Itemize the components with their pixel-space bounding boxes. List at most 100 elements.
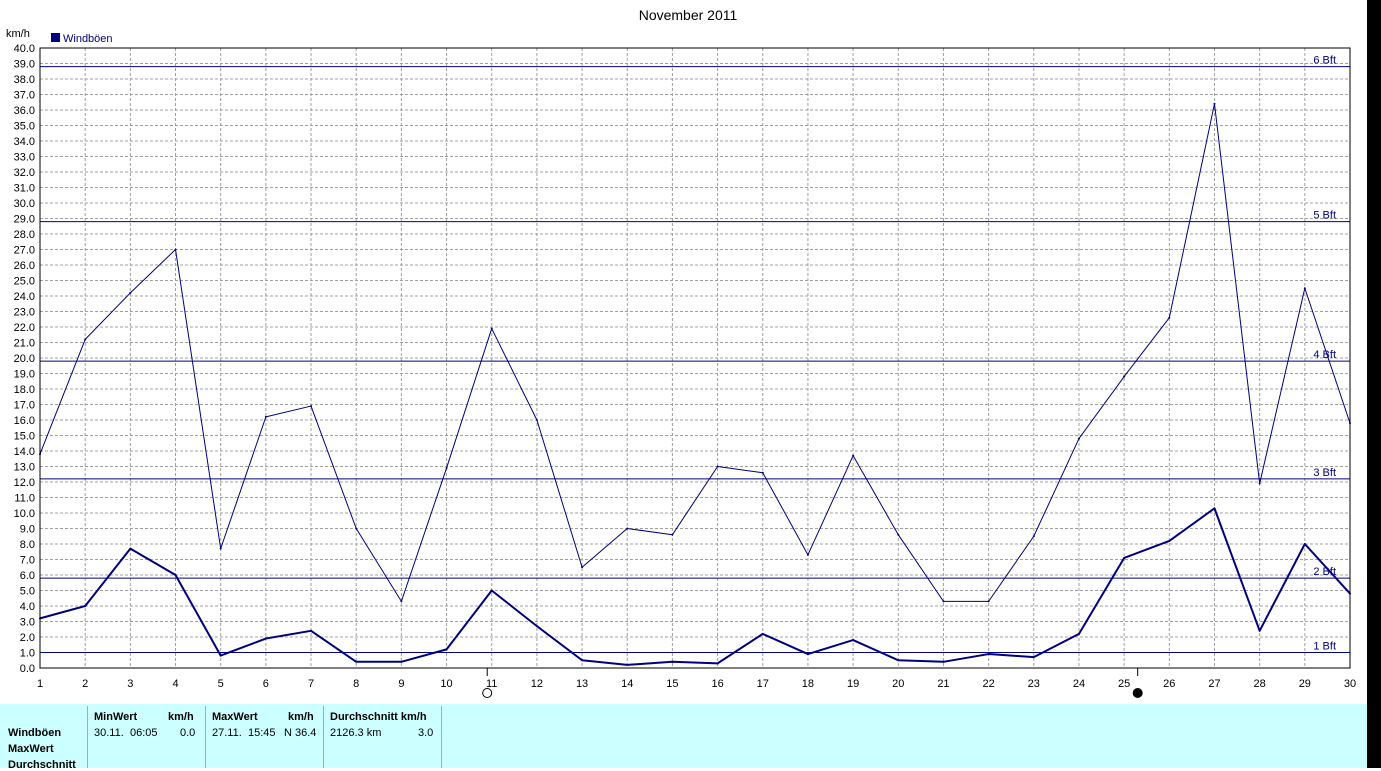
row-label-durchschnitt: Durchschnitt bbox=[8, 759, 76, 771]
y-tick-label: 27.0 bbox=[14, 245, 35, 257]
data-point bbox=[671, 533, 674, 536]
stats-row-labels: Windböen MaxWert Durchschnitt bbox=[0, 704, 86, 771]
y-tick-label: 7.0 bbox=[20, 555, 35, 567]
beaufort-label: 5 Bft bbox=[1313, 210, 1336, 222]
data-point bbox=[445, 648, 448, 651]
x-tick-label: 4 bbox=[172, 678, 178, 690]
x-tick-label: 30 bbox=[1344, 678, 1356, 690]
series-line-windboeen bbox=[39, 103, 1351, 602]
x-tick-label: 11 bbox=[486, 678, 497, 690]
avg-header: Durchschnitt km/h bbox=[330, 711, 427, 723]
x-tick-label: 29 bbox=[1299, 678, 1311, 690]
data-point bbox=[1213, 102, 1216, 105]
data-point bbox=[626, 527, 629, 530]
data-point bbox=[761, 471, 764, 474]
y-tick-label: 5.0 bbox=[20, 586, 35, 598]
x-tick-label: 16 bbox=[711, 678, 723, 690]
min-time: 06:05 bbox=[130, 727, 158, 739]
x-tick-label: 3 bbox=[127, 678, 133, 690]
data-point bbox=[445, 467, 448, 470]
data-point bbox=[264, 637, 267, 640]
y-tick-label: 21.0 bbox=[14, 338, 35, 350]
data-point bbox=[310, 405, 313, 408]
y-tick-label: 30.0 bbox=[14, 198, 35, 210]
stats-avg-block: Durchschnitt km/h 2126.3 km 3.0 bbox=[324, 704, 441, 768]
data-point bbox=[581, 566, 584, 569]
data-point bbox=[84, 338, 87, 341]
max-header: MaxWert bbox=[212, 711, 258, 723]
x-tick-label: 8 bbox=[353, 678, 359, 690]
x-tick-label: 20 bbox=[892, 678, 904, 690]
stats-separator bbox=[205, 706, 206, 768]
max-value: N 36.4 bbox=[284, 727, 317, 739]
data-point bbox=[852, 639, 855, 642]
x-tick-label: 22 bbox=[982, 678, 994, 690]
min-unit: km/h bbox=[168, 711, 194, 723]
stats-separator bbox=[87, 706, 88, 768]
y-tick-label: 24.0 bbox=[14, 291, 35, 303]
x-tick-label: 15 bbox=[666, 678, 678, 690]
y-tick-label: 8.0 bbox=[20, 539, 35, 551]
y-tick-label: 23.0 bbox=[14, 307, 35, 319]
data-point bbox=[1077, 437, 1080, 440]
data-point bbox=[1168, 316, 1171, 319]
stats-separator bbox=[441, 706, 442, 768]
y-tick-label: 39.0 bbox=[14, 59, 35, 71]
data-point bbox=[761, 632, 764, 635]
avg-value: 3.0 bbox=[418, 727, 434, 739]
wind-chart: November 2011 km/h Windböen 1 Bft 2 Bft 3 … bbox=[6, 7, 1356, 698]
max-date: 27.11. bbox=[212, 727, 242, 739]
y-tick-label: 36.0 bbox=[14, 105, 35, 117]
min-date: 30.11. bbox=[94, 727, 124, 739]
y-tick-label: 28.0 bbox=[14, 229, 35, 241]
x-tick-label: 12 bbox=[531, 678, 543, 690]
y-tick-label: 10.0 bbox=[14, 508, 35, 520]
y-tick-label: 2.0 bbox=[20, 632, 35, 644]
min-value: 0.0 bbox=[180, 727, 196, 739]
x-tick-label: 18 bbox=[802, 678, 814, 690]
data-point bbox=[671, 660, 674, 663]
x-tick-label: 21 bbox=[937, 678, 949, 690]
window-edge bbox=[1367, 0, 1381, 768]
y-tick-label: 20.0 bbox=[14, 353, 35, 365]
data-point bbox=[1032, 656, 1035, 659]
data-point bbox=[264, 415, 267, 418]
x-tick-label: 14 bbox=[621, 678, 633, 690]
data-point bbox=[716, 465, 719, 468]
series-line-secondary bbox=[39, 507, 1351, 666]
beaufort-label: 2 Bft bbox=[1313, 566, 1336, 578]
data-point bbox=[535, 625, 538, 628]
x-tick-label: 26 bbox=[1163, 678, 1175, 690]
data-point bbox=[174, 574, 177, 576]
new-moon-icon bbox=[1132, 688, 1143, 698]
legend-label: Windböen bbox=[63, 33, 113, 45]
data-point bbox=[1123, 375, 1126, 378]
data-point bbox=[1168, 539, 1171, 542]
y-tick-label: 31.0 bbox=[14, 183, 35, 195]
x-tick-label: 28 bbox=[1254, 678, 1266, 690]
chart-title: November 2011 bbox=[639, 7, 738, 23]
data-point bbox=[897, 659, 900, 662]
data-point bbox=[1258, 482, 1261, 485]
y-tick-label: 19.0 bbox=[14, 369, 35, 381]
x-tick-label: 10 bbox=[440, 678, 452, 690]
data-point bbox=[400, 600, 403, 603]
data-point bbox=[852, 454, 855, 457]
stats-separator bbox=[323, 706, 324, 768]
data-point bbox=[1303, 287, 1306, 290]
data-point bbox=[626, 663, 629, 666]
y-tick-label: 9.0 bbox=[20, 524, 35, 536]
max-time: 15:45 bbox=[248, 727, 276, 739]
y-tick-label: 0.0 bbox=[20, 663, 35, 675]
data-point bbox=[490, 589, 493, 592]
y-tick-label: 29.0 bbox=[14, 214, 35, 226]
beaufort-label: 4 Bft bbox=[1313, 349, 1336, 361]
data-point bbox=[716, 662, 719, 665]
x-tick-label: 1 bbox=[37, 678, 43, 690]
data-point bbox=[355, 527, 358, 530]
x-tick-label: 6 bbox=[263, 678, 269, 690]
row-label-maxwert: MaxWert bbox=[8, 743, 54, 755]
y-tick-label: 3.0 bbox=[20, 617, 35, 629]
x-tick-label: 7 bbox=[308, 678, 314, 690]
x-tick-label: 17 bbox=[757, 678, 769, 690]
